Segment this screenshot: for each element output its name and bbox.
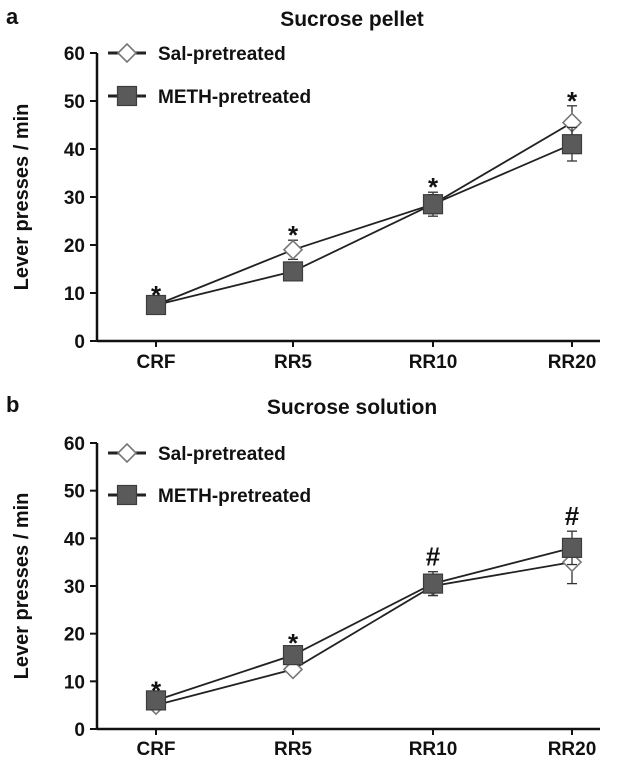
y-tick-label: 60 <box>64 44 85 65</box>
series-meth <box>145 530 583 711</box>
y-tick-label: 30 <box>64 188 85 209</box>
panel-letter: a <box>6 4 19 29</box>
data-point-square <box>282 261 304 282</box>
x-tick-label: RR10 <box>409 739 458 758</box>
y-tick-label: 0 <box>74 332 85 353</box>
x-tick-label: RR5 <box>274 352 312 373</box>
legend: Sal-pretreated METH-pretreated <box>108 442 311 507</box>
legend-marker-square <box>116 484 138 506</box>
y-tick-label: 10 <box>64 284 85 305</box>
data-point-square <box>282 645 304 666</box>
series-line <box>155 546 573 702</box>
x-tick-label: RR5 <box>274 739 312 758</box>
series-line <box>155 143 573 306</box>
series-line <box>155 121 573 306</box>
series-sal <box>145 105 583 316</box>
y-tick-label: 20 <box>64 625 85 646</box>
chart-title: Sucrose solution <box>267 396 437 419</box>
series-meth <box>145 126 583 316</box>
y-axis-label: Lever presses / min <box>11 493 33 680</box>
legend-label-sal: Sal-pretreated <box>158 44 286 65</box>
x-tick-label: CRF <box>136 739 175 758</box>
x-tick-label: RR20 <box>548 352 597 373</box>
y-tick-label: 60 <box>64 434 85 455</box>
legend-label-meth: METH-pretreated <box>158 486 311 507</box>
legend-label-sal: Sal-pretreated <box>158 444 286 465</box>
y-tick-label: 40 <box>64 529 85 550</box>
y-tick-label: 30 <box>64 577 85 598</box>
y-axis-label: Lever presses / min <box>11 104 33 291</box>
legend-marker-diamond <box>116 42 138 64</box>
series-sal <box>145 540 583 716</box>
data-point-square <box>561 134 583 155</box>
legend-marker-square <box>116 85 138 107</box>
data-point-diamond <box>282 239 304 260</box>
data-point-square <box>422 573 444 594</box>
significance-marker: * <box>428 172 439 202</box>
significance-marker: * <box>288 628 299 658</box>
x-tick-label: RR20 <box>548 739 597 758</box>
significance-marker: * <box>288 220 299 250</box>
panel-b: b Sucrose solution 0 10 20 30 40 50 60 CRF RR5 RR10… <box>6 392 600 760</box>
legend: Sal-pretreated METH-pretreated <box>108 42 311 108</box>
y-tick-label: 50 <box>64 92 85 113</box>
legend-label-meth: METH-pretreated <box>158 87 311 108</box>
y-tick-label: 20 <box>64 236 85 257</box>
x-tick-label: CRF <box>136 352 175 373</box>
panel-letter: b <box>6 392 19 417</box>
chart-title: Sucrose pellet <box>280 8 424 31</box>
significance-marker: * <box>151 676 162 706</box>
y-tick-label: 50 <box>64 482 85 503</box>
significance-marker: * <box>567 86 578 116</box>
legend-marker-diamond <box>116 442 138 464</box>
data-point-square <box>145 294 167 316</box>
x-tick-label: RR10 <box>409 352 458 373</box>
panel-a: a Sucrose pellet 0 10 20 30 40 50 60 CRF RR5 RR10 RR… <box>6 4 600 373</box>
significance-marker: * <box>151 280 162 310</box>
y-tick-label: 40 <box>64 140 85 161</box>
data-point-square <box>145 690 167 711</box>
data-point-square <box>561 537 583 558</box>
significance-marker: # <box>565 501 580 531</box>
y-tick-label: 0 <box>74 720 85 741</box>
series-line <box>155 561 573 707</box>
data-point-square <box>422 194 444 215</box>
significance-marker: # <box>426 542 441 572</box>
y-tick-label: 10 <box>64 672 85 693</box>
